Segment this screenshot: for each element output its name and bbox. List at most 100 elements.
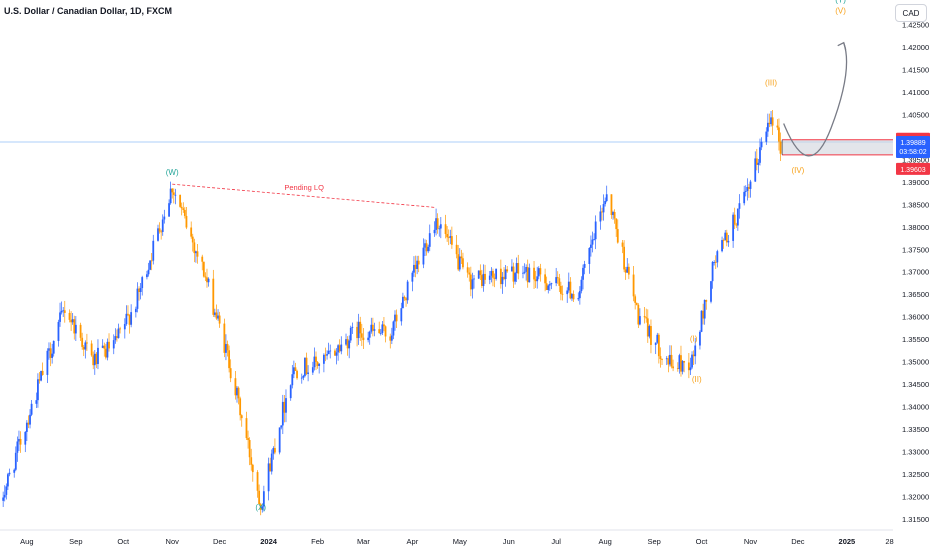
candle-body <box>411 272 414 282</box>
candle-body <box>759 147 761 163</box>
candle-body <box>41 370 44 375</box>
candle-body <box>195 251 197 254</box>
candle-body <box>721 240 723 252</box>
candle-body <box>371 324 374 331</box>
candle-body <box>313 356 316 368</box>
candle-body <box>223 323 226 353</box>
candle-body <box>582 267 584 280</box>
x-tick-label: Jun <box>503 537 515 546</box>
candles-group <box>2 110 782 516</box>
candle-body <box>160 231 163 233</box>
candle-body <box>267 463 270 492</box>
target-zone <box>782 139 893 155</box>
candle-body <box>643 316 646 318</box>
candle-body <box>588 247 591 264</box>
candle-body <box>654 342 657 345</box>
candle-body <box>466 267 469 273</box>
candle-body <box>127 313 129 315</box>
candle-body <box>583 263 586 268</box>
candle-body <box>27 422 30 425</box>
candle-body <box>250 457 253 465</box>
candle-body <box>327 350 330 355</box>
candle-body <box>46 350 49 375</box>
candle-body <box>479 270 482 276</box>
candle-body <box>610 194 613 215</box>
candle-body <box>38 379 41 381</box>
candle-body <box>240 415 243 419</box>
candle-body <box>646 318 649 337</box>
candle-body <box>669 354 671 365</box>
candle-body <box>425 243 428 252</box>
candle-body <box>258 490 261 505</box>
candle-body <box>403 296 406 299</box>
candle-body <box>378 329 381 334</box>
candle-body <box>204 276 207 278</box>
candle-body <box>702 310 704 319</box>
candle-body <box>446 234 449 238</box>
candle-body <box>724 232 727 241</box>
candle-body <box>172 192 175 195</box>
x-tick-label: Oct <box>117 537 130 546</box>
x-tick-label: Jul <box>551 537 561 546</box>
candle-body <box>645 317 648 319</box>
y-tick-label: 1.32000 <box>902 492 929 501</box>
chart-title: U.S. Dollar / Canadian Dollar, 1D, FXCM <box>4 6 173 16</box>
candle-body <box>169 188 172 204</box>
candle-body <box>738 203 741 209</box>
price-axis-bg <box>893 0 932 550</box>
candle-body <box>602 204 605 213</box>
candle-body <box>48 348 50 351</box>
candle-body <box>743 191 746 204</box>
candle-body <box>755 158 758 165</box>
candle-body <box>650 326 652 345</box>
candle-body <box>323 354 325 364</box>
candle-body <box>395 314 398 322</box>
candle-body <box>225 344 227 353</box>
y-tick-label: 1.34000 <box>902 402 929 411</box>
candle-body <box>473 278 475 280</box>
y-tick-label: 1.35500 <box>902 335 929 344</box>
candle-body <box>623 246 625 270</box>
x-tick-label: Dec <box>213 537 227 546</box>
candle-body <box>174 194 177 196</box>
candle-body <box>672 366 674 369</box>
candle-body <box>90 343 93 356</box>
candle-body <box>237 387 240 399</box>
candle-body <box>125 313 128 325</box>
y-tick-label: 1.34500 <box>902 380 929 389</box>
candle-body <box>492 270 494 278</box>
candle-body <box>632 274 635 297</box>
candle-body <box>149 260 151 270</box>
candle-body <box>247 438 249 441</box>
candle-body <box>768 122 771 125</box>
candle-body <box>648 326 651 337</box>
candle-body <box>665 358 668 360</box>
candle-body <box>699 331 701 346</box>
candle-body <box>5 486 8 495</box>
x-tick-label: Mar <box>357 537 370 546</box>
badge-bottom-text: 1.39603 <box>900 167 925 174</box>
candle-body <box>318 363 321 366</box>
badge-bottom-bg <box>896 162 930 175</box>
candle-body <box>436 218 439 229</box>
candle-body <box>138 288 140 292</box>
candle-body <box>716 251 719 263</box>
candle-body <box>234 378 237 396</box>
candle-body <box>548 284 551 286</box>
currency-button[interactable]: CAD <box>895 4 927 22</box>
candle-body <box>604 201 607 205</box>
candle-body <box>383 324 385 327</box>
candle-body <box>457 254 460 270</box>
candle-body <box>482 273 485 287</box>
candle-body <box>689 367 692 371</box>
candle-body <box>68 312 71 320</box>
y-tick-label: 1.37500 <box>902 245 929 254</box>
candle-body <box>744 190 747 192</box>
candle-body <box>499 268 502 285</box>
candle-body <box>599 211 602 222</box>
candle-body <box>337 345 340 353</box>
candle-body <box>462 258 464 268</box>
x-tick-label: Nov <box>744 537 758 546</box>
